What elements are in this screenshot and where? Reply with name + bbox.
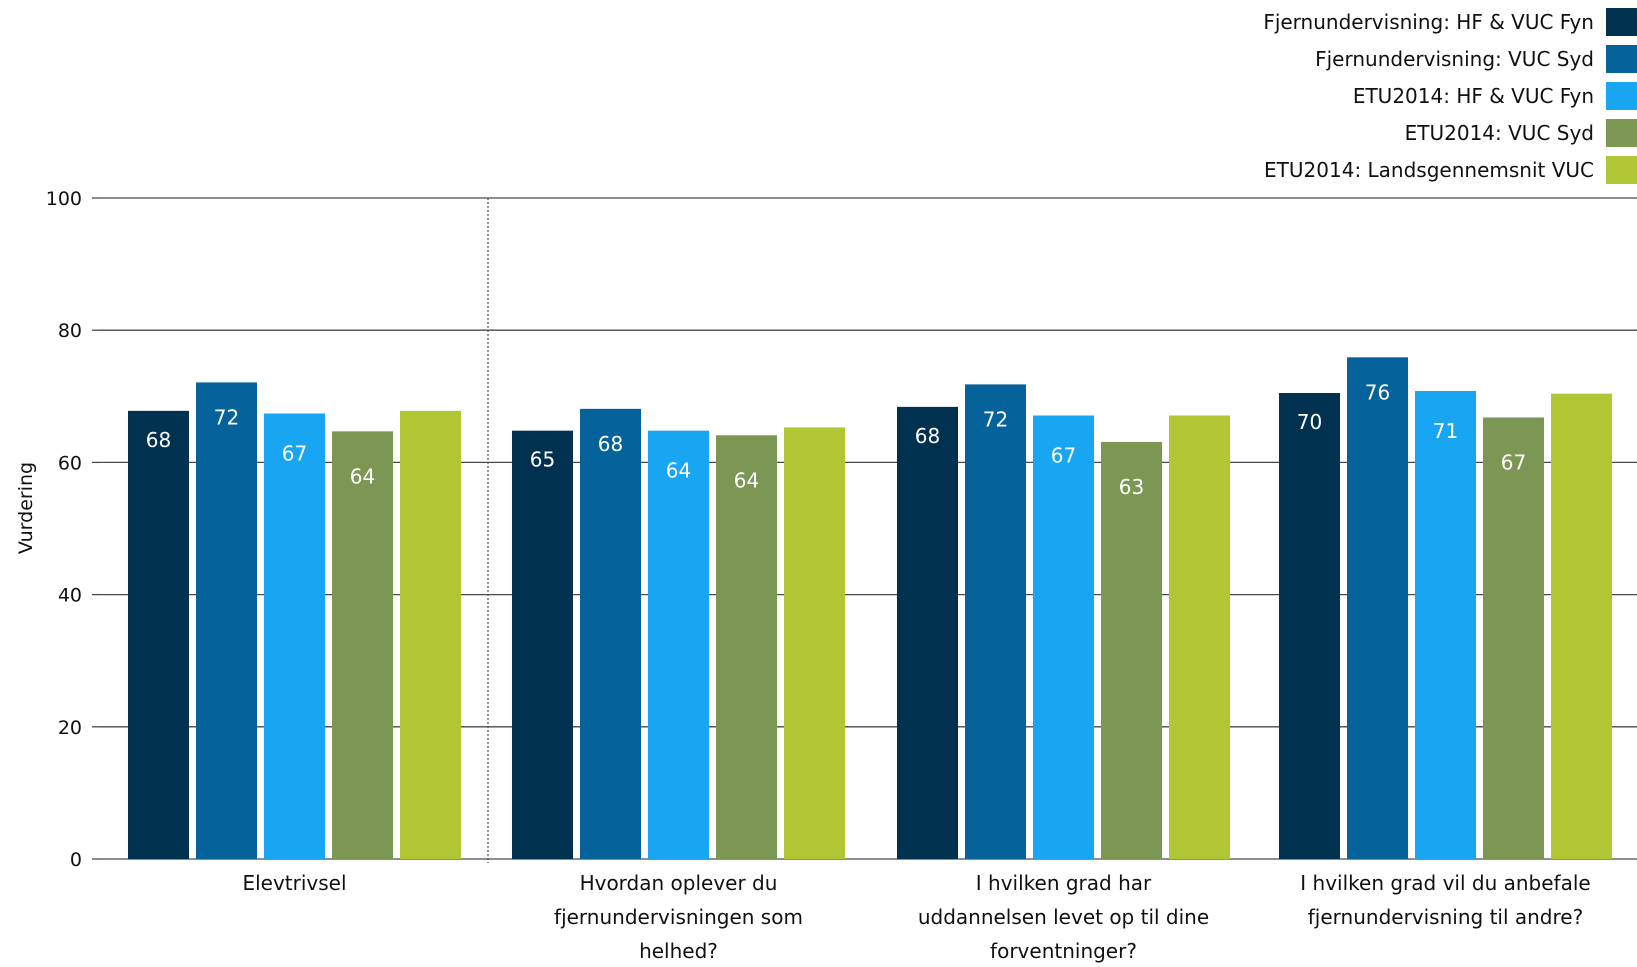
bar-s4-c1 — [784, 427, 845, 859]
legend-label-0: Fjernundervisning: HF & VUC Fyn — [1263, 10, 1594, 34]
bar-value-s1-c0: 72 — [214, 405, 239, 429]
y-tick-label-100: 100 — [46, 188, 82, 210]
category-label-2-line-0: I hvilken grad har — [976, 871, 1152, 895]
category-label-2-line-1: uddannelsen levet op til dine — [918, 905, 1209, 929]
bar-value-s3-c0: 64 — [350, 464, 375, 488]
bar-s2-c1 — [648, 430, 709, 859]
y-tick-label-80: 80 — [58, 320, 82, 342]
bar-value-s2-c2: 67 — [1051, 443, 1076, 467]
bar-s3-c0 — [332, 431, 393, 859]
bars: 68 65 68 70 72 68 72 76 67 64 67 71 64 64 63 67 68 65 67 70 — [128, 0, 1612, 859]
bar-value-s2-c3: 71 — [1433, 419, 1458, 443]
legend-swatch-3 — [1606, 119, 1637, 147]
bar-s3-c2 — [1101, 441, 1162, 859]
bar-value-s1-c1: 68 — [598, 432, 623, 456]
bar-s1-c1 — [580, 408, 641, 859]
y-axis: 0 20 40 60 80 100 — [46, 188, 100, 871]
bar-value-s1-c3: 76 — [1365, 380, 1390, 404]
bar-value-s4-c2: 67 — [1187, 0, 1212, 5]
bar-value-s0-c1: 65 — [530, 448, 555, 472]
bar-value-s3-c2: 63 — [1119, 475, 1144, 499]
category-label-2-line-2: forventninger? — [990, 939, 1137, 963]
bar-value-s4-c0: 68 — [418, 0, 443, 5]
category-label-1-line-0: Hvordan oplever du — [580, 871, 778, 895]
bar-value-s3-c1: 64 — [734, 468, 759, 492]
y-tick-label-40: 40 — [58, 585, 82, 607]
legend-label-3: ETU2014: VUC Syd — [1405, 121, 1594, 145]
legend-swatch-0 — [1606, 8, 1637, 36]
legend-swatch-2 — [1606, 82, 1637, 110]
bar-value-s4-c3: 70 — [1569, 0, 1594, 5]
bar-s1-c3 — [1347, 357, 1408, 859]
category-label-3-line-0: I hvilken grad vil du anbefale — [1300, 871, 1590, 895]
bar-s2-c3 — [1415, 391, 1476, 859]
category-label-1-line-2: helhed? — [639, 939, 718, 963]
bar-s4-c0 — [400, 410, 461, 859]
y-tick-label-20: 20 — [58, 717, 82, 739]
bar-value-s0-c3: 70 — [1297, 410, 1322, 434]
bar-s0-c1 — [512, 430, 573, 859]
bar-s1-c2 — [965, 384, 1026, 859]
bar-s0-c3 — [1279, 392, 1340, 859]
y-tick-label-0: 0 — [70, 849, 82, 871]
bar-s2-c0 — [264, 413, 325, 859]
bar-value-s1-c2: 72 — [983, 407, 1008, 431]
legend: Fjernundervisning: HF & VUC Fyn Fjernunde… — [1263, 8, 1637, 184]
bar-value-s0-c2: 68 — [915, 424, 940, 448]
bar-s2-c2 — [1033, 415, 1094, 859]
legend-swatch-4 — [1606, 156, 1637, 184]
bar-value-s0-c0: 68 — [146, 428, 171, 452]
bar-s4-c3 — [1551, 393, 1612, 859]
bar-s3-c3 — [1483, 417, 1544, 859]
legend-swatch-1 — [1606, 45, 1637, 73]
bar-value-s2-c1: 64 — [666, 459, 691, 483]
bar-s1-c0 — [196, 382, 257, 859]
bar-s3-c1 — [716, 435, 777, 859]
bar-value-s2-c0: 67 — [282, 441, 307, 465]
bar-s0-c2 — [897, 406, 958, 859]
x-axis-categories: Elevtrivsel Hvordan oplever du fjernunderv… — [242, 871, 1590, 963]
legend-label-2: ETU2014: HF & VUC Fyn — [1353, 84, 1594, 108]
legend-label-4: ETU2014: Landsgennemsnit VUC — [1264, 158, 1594, 182]
y-tick-label-60: 60 — [58, 452, 82, 474]
category-label-0-line-0: Elevtrivsel — [242, 871, 346, 895]
legend-label-1: Fjernundervisning: VUC Syd — [1315, 47, 1594, 71]
bar-value-s4-c1: 65 — [802, 0, 827, 5]
bar-s4-c2 — [1169, 415, 1230, 859]
category-label-1-line-1: fjernundervisningen som — [554, 905, 803, 929]
bar-s0-c0 — [128, 410, 189, 859]
category-label-3-line-1: fjernundervisning til andre? — [1308, 905, 1583, 929]
y-axis-title: Vurdering — [15, 462, 37, 554]
bar-value-s3-c3: 67 — [1501, 450, 1526, 474]
